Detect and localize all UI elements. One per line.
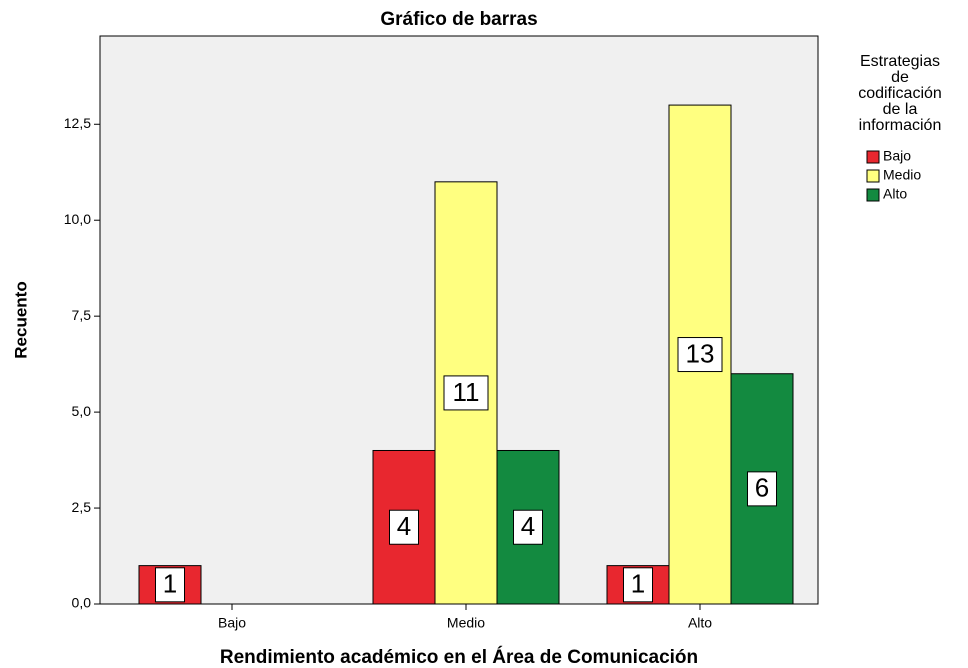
legend-swatch (866, 169, 880, 183)
data-label-box (747, 471, 777, 507)
y-tick-label: 7,5 (72, 307, 92, 323)
data-label: 1 (631, 569, 645, 599)
data-label-box (677, 337, 723, 373)
data-label-box (155, 567, 185, 603)
data-label: 6 (755, 473, 769, 503)
x-tick-label: Medio (447, 615, 485, 631)
legend-label: Alto (883, 186, 907, 202)
data-label: 4 (521, 511, 535, 541)
data-label-box (389, 509, 419, 545)
x-tick-label: Alto (688, 615, 712, 631)
legend-label: Medio (883, 167, 921, 183)
data-label-box (513, 509, 543, 545)
data-label-box (443, 375, 489, 411)
legend-title: Estrategias (860, 53, 940, 70)
y-tick-label: 10,0 (64, 211, 91, 227)
data-label: 11 (453, 377, 480, 407)
legend-label: Bajo (883, 148, 911, 164)
legend-title: de (891, 69, 909, 86)
legend-title: de la (883, 101, 918, 118)
legend-title: información (859, 117, 942, 134)
y-axis-title: Recuento (11, 281, 30, 358)
x-tick-label: Bajo (218, 615, 246, 631)
x-axis-title: Rendimiento académico en el Área de Comu… (220, 646, 698, 668)
y-tick-label: 12,5 (64, 115, 91, 131)
data-label-box (623, 567, 653, 603)
legend-swatch (866, 188, 880, 202)
legend-title: codificación (858, 85, 942, 102)
y-tick-label: 5,0 (72, 403, 92, 419)
data-label: 4 (397, 511, 411, 541)
data-label: 1 (163, 569, 177, 599)
legend-swatch (866, 150, 880, 164)
data-label: 13 (686, 338, 715, 368)
y-tick-label: 0,0 (72, 595, 92, 611)
y-tick-label: 2,5 (72, 499, 92, 515)
chart-title: Gráfico de barras (380, 9, 537, 30)
